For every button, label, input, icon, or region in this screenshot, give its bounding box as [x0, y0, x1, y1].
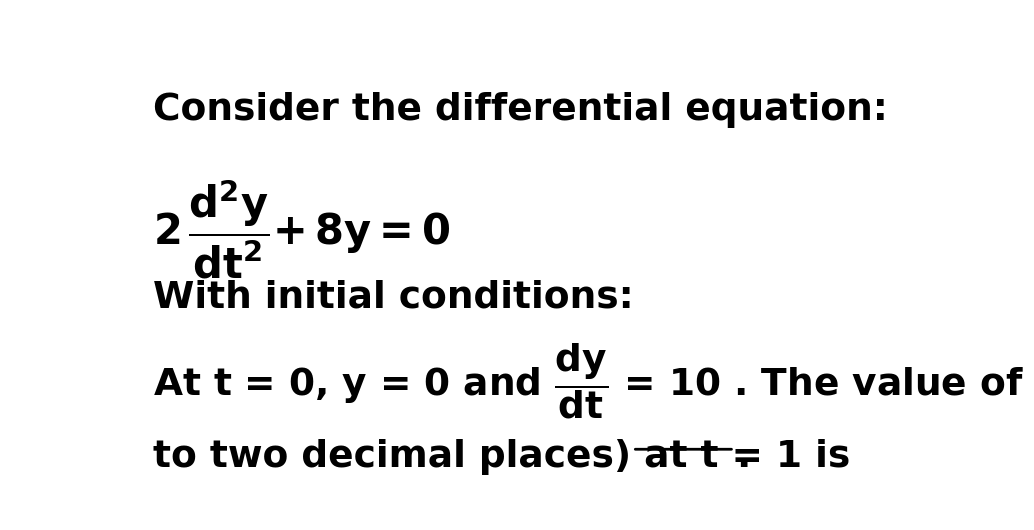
Text: With initial conditions:: With initial conditions:	[153, 280, 634, 316]
Text: .: .	[736, 439, 751, 475]
Text: At t = 0, y = 0 and $\dfrac{\mathbf{dy}}{\mathbf{dt}}$ = $\mathbf{10}$ . The val: At t = 0, y = 0 and $\dfrac{\mathbf{dy}}…	[153, 341, 1034, 421]
Text: Consider the differential equation:: Consider the differential equation:	[153, 92, 888, 128]
Text: $\mathbf{2}\,\dfrac{\mathbf{d}^{\mathbf{2}}\mathbf{y}}{\mathbf{d}\mathbf{t}^{\ma: $\mathbf{2}\,\dfrac{\mathbf{d}^{\mathbf{…	[153, 178, 451, 281]
Text: to two decimal places) at t = 1 is: to two decimal places) at t = 1 is	[153, 439, 851, 475]
